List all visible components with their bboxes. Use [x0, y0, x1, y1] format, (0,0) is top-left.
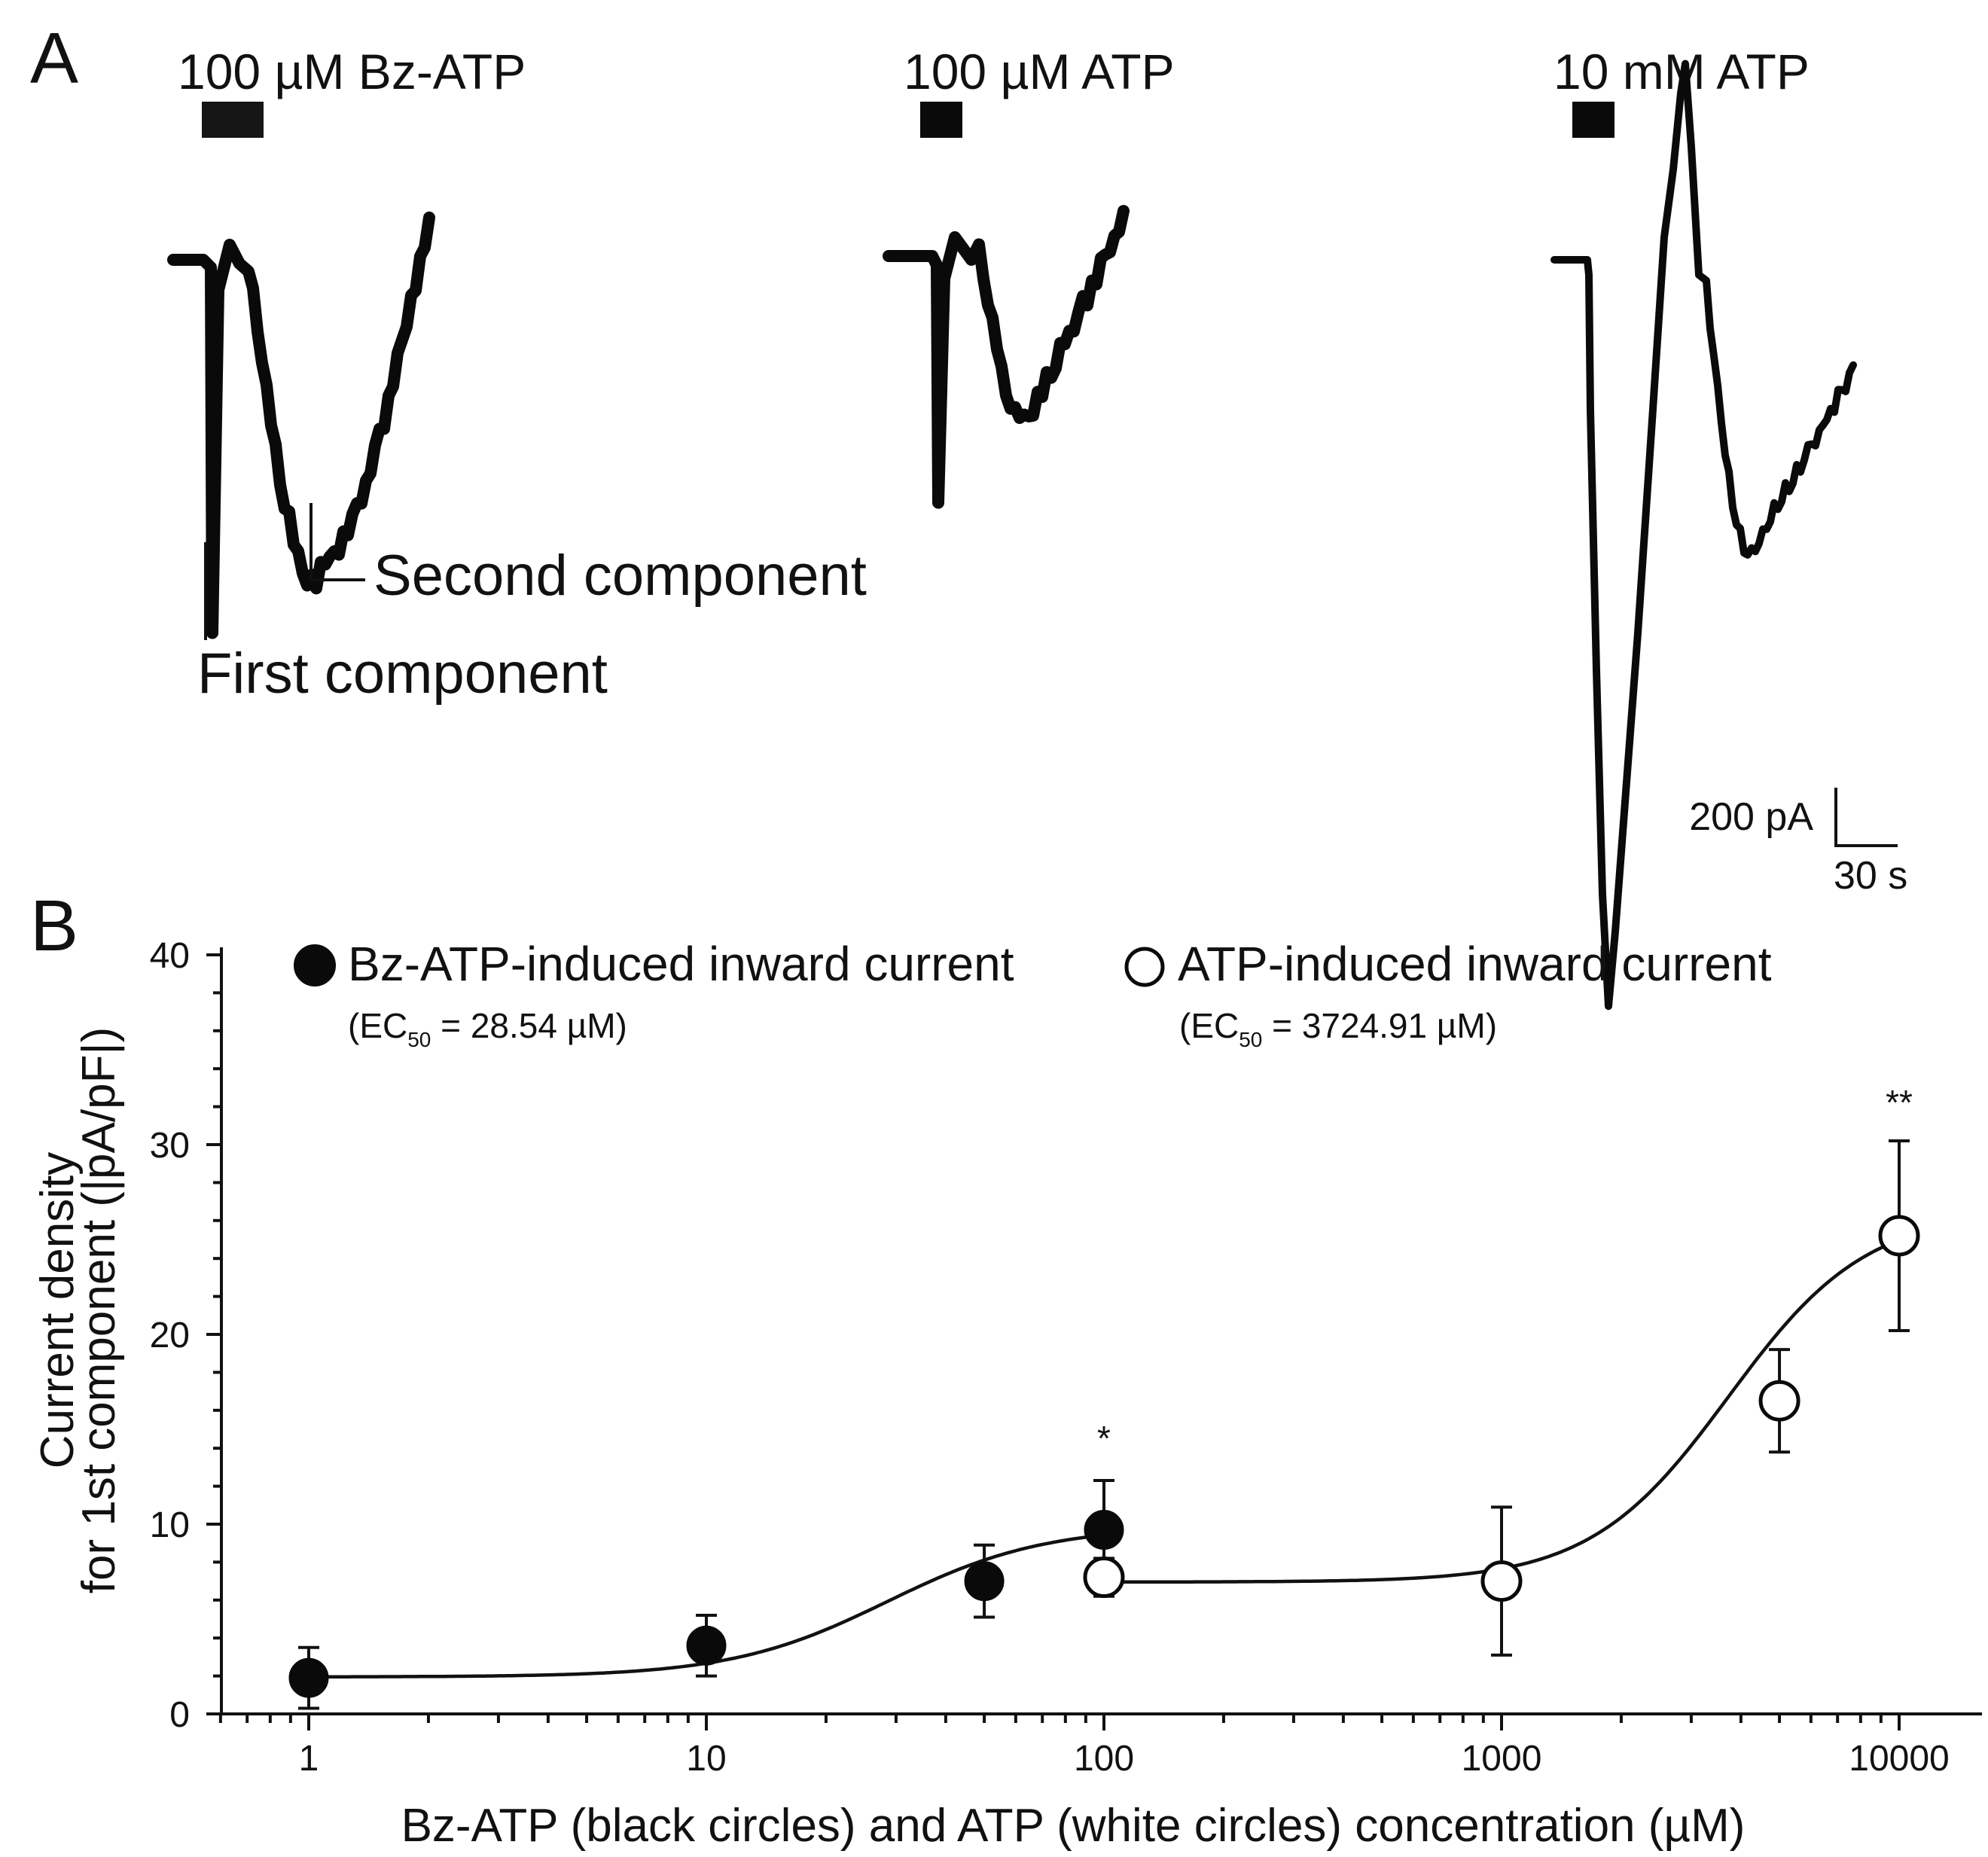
- stim-label-bz-atp: 100 µM Bz-ATP: [178, 44, 526, 99]
- second-component-label: Second component: [374, 544, 867, 608]
- x-tick-label: 100: [1074, 1739, 1134, 1779]
- x-tick-label: 10000: [1849, 1739, 1949, 1779]
- bz-atp-point: [686, 1625, 727, 1666]
- legend-ec50-bz-atp: (EC50 = 28.54 µM): [348, 1006, 627, 1051]
- bz-atp-point: [964, 1561, 1005, 1602]
- panel-b-dose-response-chart: B 0 10 20 30 40 1 10 100 1000 10000 Bz-ATP (blac…: [30, 886, 1982, 1852]
- significance-mark-10000: **: [1886, 1083, 1913, 1122]
- x-ticks: 1 10 100 1000 10000: [218, 1714, 1950, 1779]
- y-axis-label-line1: Current density: [32, 1152, 84, 1468]
- trace-atp-10mM: [1550, 59, 1857, 1011]
- data-points: [288, 1139, 1920, 1710]
- y-tick-label: 30: [150, 1126, 190, 1166]
- scale-bar-current-label: 200 pA: [1689, 795, 1813, 839]
- scale-bar: [1834, 788, 1898, 847]
- legend: Bz-ATP-induced inward current (EC50 = 28…: [294, 937, 1772, 1051]
- x-tick-label: 10: [686, 1739, 726, 1779]
- atp-point: [1480, 1560, 1523, 1602]
- significance-mark-100: *: [1097, 1419, 1111, 1458]
- y-tick-label: 10: [150, 1505, 190, 1545]
- legend-marker-open-circle: [1124, 947, 1165, 987]
- scale-bar-time-label: 30 s: [1834, 854, 1907, 898]
- y-tick-label: 0: [169, 1695, 190, 1735]
- panel-a-traces: A 100 µM Bz-ATP 100 µM ATP 10 mM ATP Sec…: [30, 18, 1907, 1011]
- x-axis-label: Bz-ATP (black circles) and ATP (white ci…: [401, 1800, 1746, 1852]
- y-tick-label: 40: [150, 936, 190, 976]
- y-axis-label-line2: for 1st component (|pA/pF|): [73, 1027, 125, 1593]
- panel-a-letter: A: [30, 18, 78, 99]
- atp-point: [1083, 1557, 1125, 1599]
- panel-b-letter: B: [30, 886, 78, 966]
- second-component-marker: [309, 503, 365, 581]
- x-tick-label: 1000: [1462, 1739, 1542, 1779]
- atp-point: [1758, 1380, 1800, 1422]
- bz-atp-point: [288, 1657, 329, 1698]
- legend-marker-filled-circle: [294, 944, 336, 986]
- y-ticks: 0 10 20 30 40: [150, 936, 221, 1735]
- legend-label-bz-atp: Bz-ATP-induced inward current: [348, 937, 1014, 991]
- legend-ec50-atp: (EC50 = 3724.91 µM): [1179, 1006, 1497, 1051]
- trace-atp-100uM: [883, 205, 1130, 509]
- y-tick-label: 20: [150, 1316, 190, 1355]
- bz-atp-point: [1084, 1510, 1124, 1551]
- stim-bar-atp-10mm: [1572, 102, 1614, 138]
- x-tick-label: 1: [299, 1739, 319, 1779]
- trace-bz-atp: [167, 211, 435, 639]
- stim-label-atp-100: 100 µM ATP: [904, 44, 1175, 99]
- first-component-label: First component: [197, 642, 608, 706]
- stim-bar-atp-100: [920, 102, 962, 138]
- stim-bar-bz-atp: [202, 102, 264, 138]
- atp-point: [1878, 1215, 1920, 1257]
- legend-label-atp: ATP-induced inward current: [1178, 937, 1772, 991]
